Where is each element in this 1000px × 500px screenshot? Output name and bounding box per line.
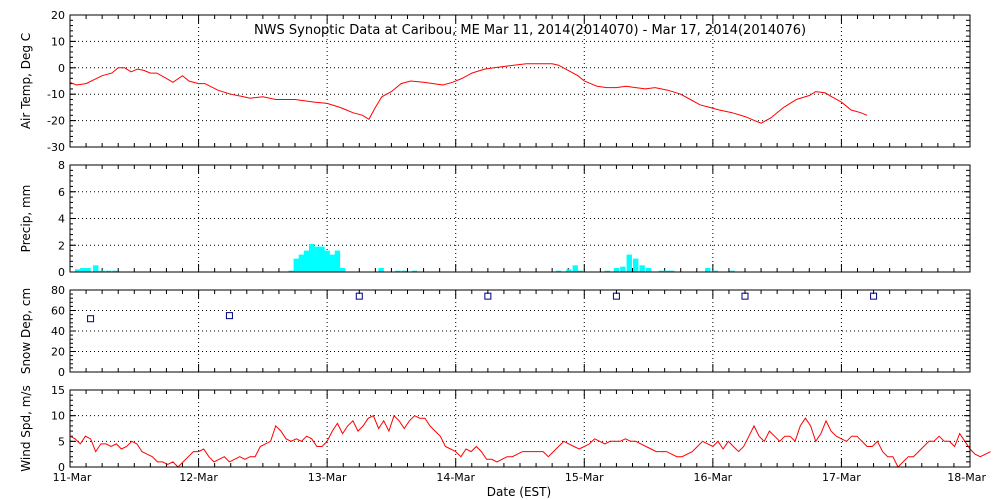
air-temp-ytick-label: 0 <box>58 62 65 75</box>
precip-bar <box>309 243 315 272</box>
precip-bar <box>319 246 325 272</box>
precip-bar <box>75 269 81 272</box>
precip-bar <box>626 254 632 272</box>
air-temp-ytick-label: 20 <box>51 9 65 22</box>
wind-speed-frame <box>69 389 971 468</box>
x-tick-label: 18-Mar <box>947 471 986 484</box>
snow-depth-point <box>484 292 492 300</box>
precip-bar <box>395 270 401 272</box>
precip-bar <box>411 270 418 272</box>
precip-bar <box>669 270 675 272</box>
precip-ylabel: Precip, mm <box>19 185 33 253</box>
wind-speed-series-line <box>69 414 991 468</box>
precip-bar <box>288 270 294 272</box>
x-tick-label: 16-Mar <box>693 471 732 484</box>
precip-bar <box>329 254 335 272</box>
chart-title: NWS Synoptic Data at Caribou, ME Mar 11,… <box>254 23 806 38</box>
precip-panel: 8 6 4 2 0 Precip, mm <box>19 159 971 279</box>
x-axis-tick-labels: 11-Mar 12-Mar 13-Mar 14-Mar 15-Mar 16-Mar 17-M… <box>53 471 987 484</box>
precip-ytick-label: 2 <box>58 239 65 252</box>
precip-bar <box>339 267 346 272</box>
snow-depth-point <box>225 312 233 320</box>
precip-bar <box>112 270 118 272</box>
x-tick-label: 15-Mar <box>565 471 604 484</box>
precip-bar <box>298 254 305 272</box>
x-tick-label: 14-Mar <box>436 471 475 484</box>
snow-depth-point <box>870 292 878 300</box>
x-tick-label: 12-Mar <box>179 471 218 484</box>
snow-depth-frame <box>69 289 971 373</box>
air-temp-ytick-label: -20 <box>47 115 65 128</box>
wind-speed-ylabel: Wind Spd, m/s <box>19 385 33 471</box>
snow-depth-ytick-label: 80 <box>51 284 65 297</box>
x-tick-label: 11-Mar <box>53 471 92 484</box>
snow-depth-ytick-label: 40 <box>51 325 65 338</box>
wind-speed-ytick-label: 5 <box>58 435 65 448</box>
precip-bar <box>705 267 711 272</box>
precip-bar <box>324 250 330 272</box>
precip-bar <box>105 270 112 272</box>
snow-depth-point <box>612 292 620 300</box>
precip-ytick-label: 8 <box>58 159 65 172</box>
precip-bar <box>80 267 86 272</box>
precip-bar <box>378 267 384 272</box>
snow-depth-ytick-label: 0 <box>58 366 65 379</box>
wind-speed-ytick-label: 15 <box>51 384 65 397</box>
air-temp-ytick-label: -10 <box>47 88 65 101</box>
precip-bar <box>639 265 645 272</box>
precip-bar <box>555 270 562 272</box>
precip-ytick-label: 6 <box>58 186 65 199</box>
air-temp-ytick-label: -30 <box>47 141 65 154</box>
snow-depth-ytick-label: 60 <box>51 305 65 318</box>
precip-bar <box>314 246 320 272</box>
precip-bar <box>658 270 665 272</box>
wind-speed-panel: 15 10 5 0 Wind Spd, m/s <box>19 384 991 474</box>
precip-bar <box>620 266 626 272</box>
precip-bar <box>663 270 670 272</box>
precip-bar <box>401 270 407 272</box>
precip-ytick-label: 4 <box>58 213 65 226</box>
precip-bar <box>577 270 584 272</box>
x-tick-label: 17-Mar <box>822 471 861 484</box>
precip-bar <box>85 267 91 272</box>
precip-bar <box>303 250 310 272</box>
precip-bar <box>604 270 611 272</box>
precip-bar <box>293 258 299 272</box>
air-temp-frame <box>69 14 971 148</box>
precip-bar <box>613 267 620 272</box>
precip-bar <box>334 250 341 272</box>
snow-depth-panel: 80 60 40 20 0 Snow Dep, cm <box>19 284 971 379</box>
snow-depth-ylabel: Snow Dep, cm <box>19 288 33 374</box>
air-temp-series-line <box>69 63 868 124</box>
snow-depth-point <box>87 315 95 323</box>
precip-bar <box>645 267 652 272</box>
snow-depth-point <box>741 292 749 300</box>
snow-depth-ytick-label: 20 <box>51 346 65 359</box>
precip-frame <box>69 164 971 273</box>
precip-bar <box>633 258 639 272</box>
x-axis-label: Date (EST) <box>487 485 551 499</box>
precip-bar <box>566 269 572 272</box>
precip-bar <box>99 270 105 272</box>
precip-bar <box>93 265 99 272</box>
precip-bar <box>572 265 578 272</box>
air-temp-ylabel: Air Temp, Deg C <box>19 33 33 129</box>
precip-bar <box>729 270 735 272</box>
snow-depth-point <box>355 292 363 300</box>
wind-speed-ytick-label: 10 <box>51 410 65 423</box>
precip-ytick-label: 0 <box>58 266 65 279</box>
air-temp-panel: 20 10 0 -10 -20 -30 Air Temp, Deg C <box>19 9 971 154</box>
precip-bar <box>712 270 719 272</box>
x-tick-label: 13-Mar <box>308 471 347 484</box>
wind-speed-ytick-label: 0 <box>58 461 65 474</box>
air-temp-ytick-label: 10 <box>51 35 65 48</box>
